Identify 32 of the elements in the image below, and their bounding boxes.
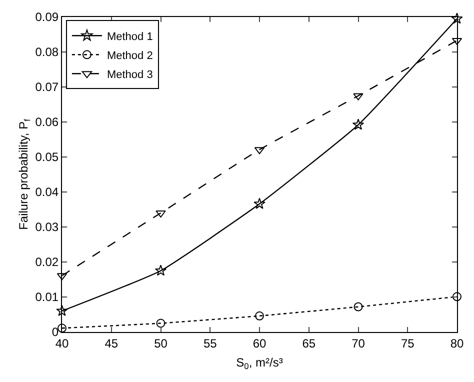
point xyxy=(452,292,462,302)
y-tick-label: 0.06 xyxy=(35,115,59,130)
x-tick-label: 45 xyxy=(104,336,118,350)
y-tick-label: 0.03 xyxy=(35,220,59,234)
point xyxy=(255,311,264,320)
x-tick-label: 70 xyxy=(352,336,366,350)
point xyxy=(154,264,167,276)
y-tick-label: 0.05 xyxy=(35,150,59,164)
y-tick-label: 0.04 xyxy=(35,185,59,200)
x-tick-label: 60 xyxy=(252,336,266,350)
x-tick-label: 50 xyxy=(154,336,168,350)
y-tick-label: 0.08 xyxy=(35,45,59,60)
legend-label: Method 3 xyxy=(106,68,153,81)
x-axis-title: S$_{0}$, m²/s³ xyxy=(236,355,283,371)
x-tick-label: 75 xyxy=(400,336,415,350)
point xyxy=(451,12,463,24)
y-tick-label: 0.07 xyxy=(35,80,59,94)
point xyxy=(156,318,166,328)
point xyxy=(58,324,66,333)
point xyxy=(354,302,363,312)
point xyxy=(56,304,68,316)
legend-label: Method 2 xyxy=(106,50,153,62)
y-tick-label: 0.01 xyxy=(35,290,59,304)
point xyxy=(254,198,266,209)
y-tick-label: 0.09 xyxy=(35,10,59,24)
x-tick-label: 65 xyxy=(302,336,316,350)
point xyxy=(353,93,364,100)
point xyxy=(352,118,364,130)
y-tick-label: 0.02 xyxy=(35,255,59,270)
x-tick-label: 80 xyxy=(450,336,464,350)
legend-label: Method 1 xyxy=(106,30,153,43)
x-tick-label: 55 xyxy=(203,336,218,350)
